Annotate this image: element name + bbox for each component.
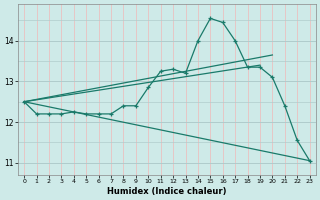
X-axis label: Humidex (Indice chaleur): Humidex (Indice chaleur) — [107, 187, 227, 196]
